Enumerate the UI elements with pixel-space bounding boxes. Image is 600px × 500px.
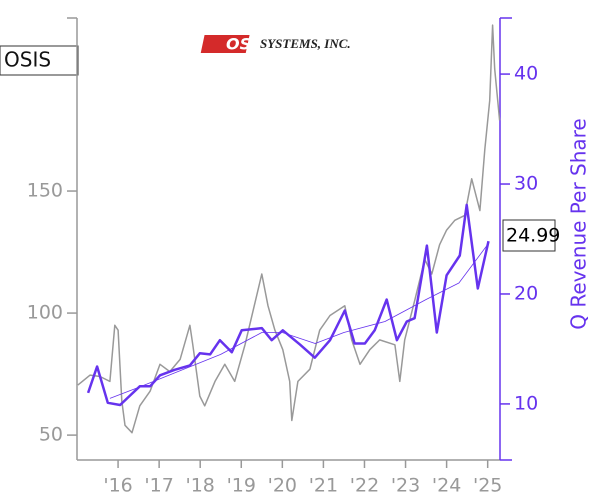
y2-tick-label: 40 — [514, 63, 538, 85]
series-line — [86, 203, 490, 407]
ticker: OSIS — [4, 48, 51, 72]
y2-axis-label: Q Revenue Per Share — [567, 118, 591, 330]
last-value-box — [502, 219, 556, 252]
plot: 50 100 150 10 20 30 40 '16 '17 '18 '19 '20 '21 '22 '23… — [27, 17, 538, 497]
x-tick-label: '20 — [268, 475, 297, 497]
x-tick-label: '21 — [309, 475, 338, 497]
x-tick-label: '19 — [227, 475, 256, 497]
x-tick-label: '16 — [103, 475, 132, 497]
logo-text: SYSTEMS, INC. — [260, 36, 351, 51]
y-tick-label: 150 — [27, 180, 63, 202]
y2-tick-label: 30 — [514, 173, 538, 195]
logo-mark: OSI — [226, 35, 257, 54]
x-tick-label: '23 — [391, 475, 420, 497]
x-tick-label: '22 — [350, 475, 379, 497]
x-tick-label: '25 — [473, 475, 502, 497]
x-tick-label: '24 — [432, 475, 461, 497]
y2-tick-label: 20 — [514, 282, 538, 304]
series-line — [77, 24, 501, 434]
x-tick-label: '18 — [186, 475, 215, 497]
x-tick-label: '17 — [144, 475, 173, 497]
ticker-box — [0, 45, 79, 76]
last-value-label: 24.99 — [506, 225, 560, 247]
logo-mark-box — [200, 35, 250, 53]
y2-tick-label: 10 — [514, 392, 538, 414]
series-line — [109, 244, 489, 399]
y-tick-label: 100 — [27, 302, 63, 324]
y-tick-label: 50 — [39, 424, 63, 446]
